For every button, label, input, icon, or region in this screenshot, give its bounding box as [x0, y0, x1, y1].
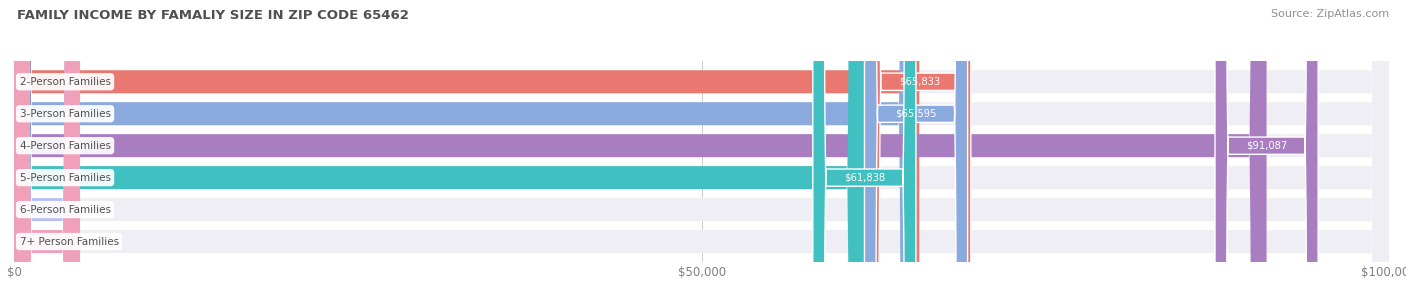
- FancyBboxPatch shape: [14, 0, 1389, 305]
- Text: 6-Person Families: 6-Person Families: [20, 205, 111, 215]
- FancyBboxPatch shape: [868, 0, 972, 305]
- FancyBboxPatch shape: [14, 0, 1389, 305]
- FancyBboxPatch shape: [14, 0, 1389, 305]
- FancyBboxPatch shape: [14, 0, 1389, 305]
- Text: 5-Person Families: 5-Person Families: [20, 173, 111, 183]
- FancyBboxPatch shape: [14, 0, 865, 305]
- FancyBboxPatch shape: [1215, 0, 1319, 305]
- Text: $0: $0: [94, 237, 107, 246]
- FancyBboxPatch shape: [14, 0, 1389, 305]
- FancyBboxPatch shape: [14, 0, 80, 305]
- Text: 4-Person Families: 4-Person Families: [20, 141, 111, 151]
- Text: $65,833: $65,833: [898, 77, 939, 87]
- FancyBboxPatch shape: [14, 0, 1389, 305]
- Text: 7+ Person Families: 7+ Person Families: [20, 237, 118, 246]
- FancyBboxPatch shape: [865, 0, 967, 305]
- FancyBboxPatch shape: [14, 0, 1267, 305]
- Text: 3-Person Families: 3-Person Families: [20, 109, 111, 119]
- Text: $61,838: $61,838: [844, 173, 884, 183]
- Text: 2-Person Families: 2-Person Families: [20, 77, 111, 87]
- FancyBboxPatch shape: [14, 0, 920, 305]
- Text: $0: $0: [94, 205, 107, 215]
- FancyBboxPatch shape: [14, 0, 80, 305]
- FancyBboxPatch shape: [813, 0, 915, 305]
- Text: Source: ZipAtlas.com: Source: ZipAtlas.com: [1271, 9, 1389, 19]
- Text: $91,087: $91,087: [1246, 141, 1288, 151]
- Text: $65,595: $65,595: [896, 109, 936, 119]
- FancyBboxPatch shape: [14, 0, 917, 305]
- Text: FAMILY INCOME BY FAMALIY SIZE IN ZIP CODE 65462: FAMILY INCOME BY FAMALIY SIZE IN ZIP COD…: [17, 9, 409, 22]
